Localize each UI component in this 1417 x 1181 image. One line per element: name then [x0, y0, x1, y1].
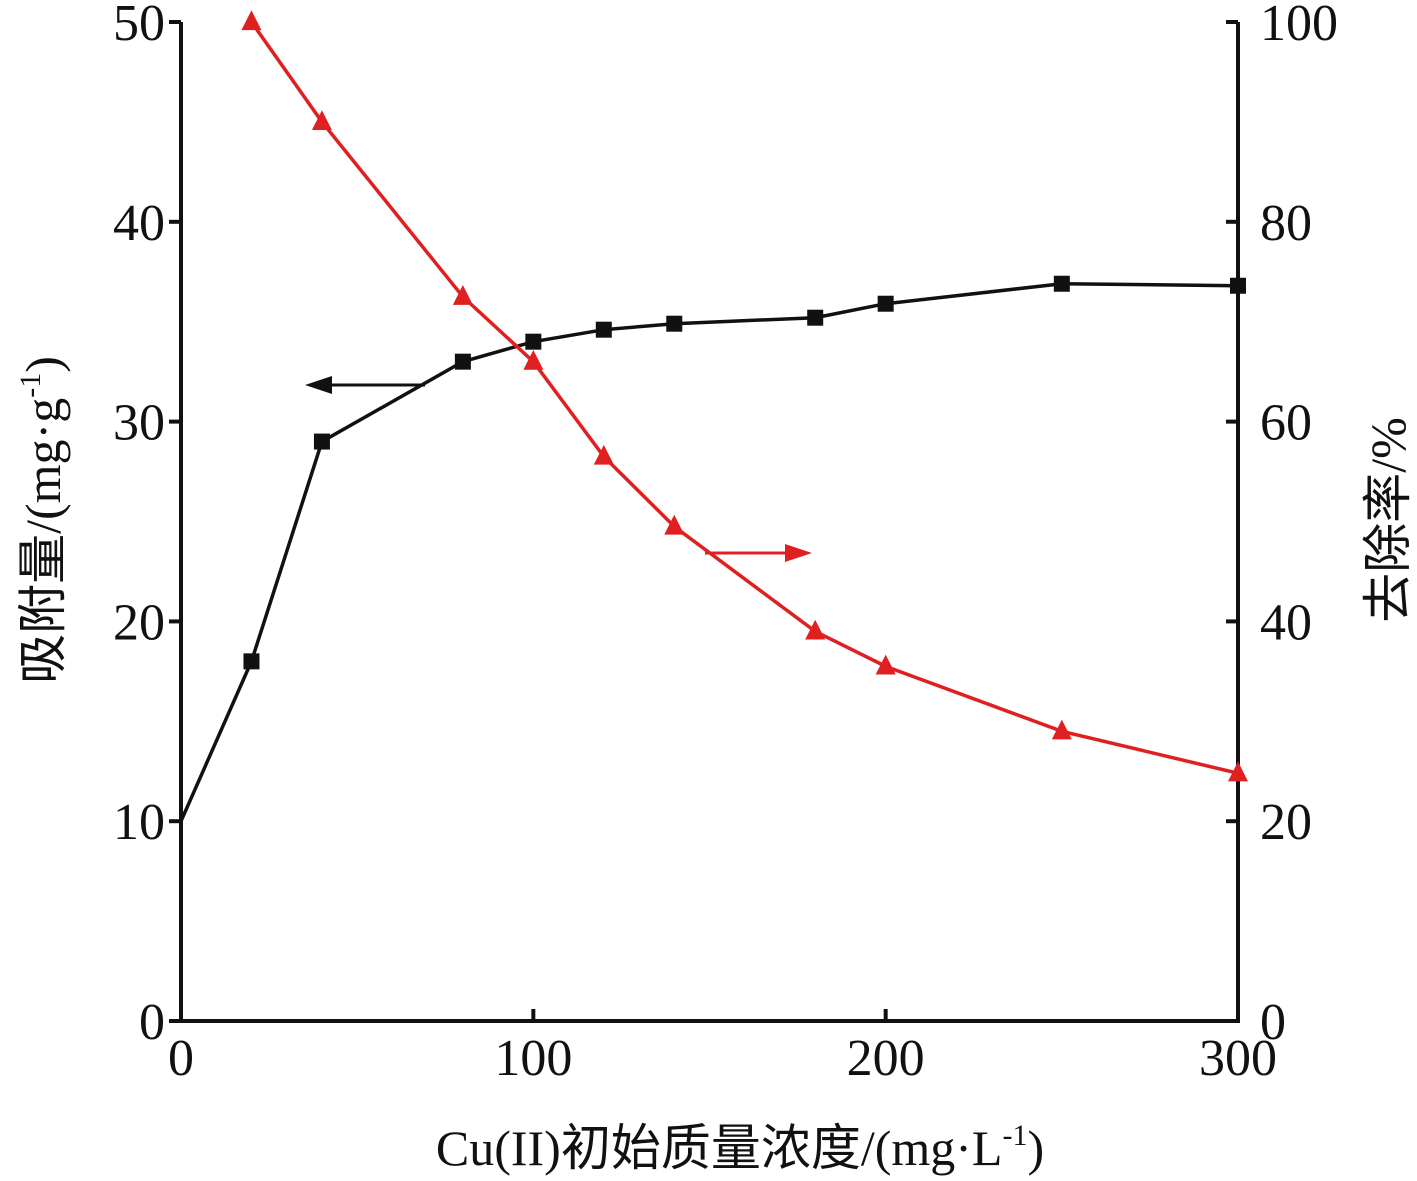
- data-point-triangle: [1051, 719, 1072, 740]
- axis-ticks: 0 10 20 30 40 50 0 20 40 60 80 100 0 100 200 300: [113, 0, 1338, 1087]
- data-point-square: [666, 315, 683, 332]
- y-left-tick-label: 20: [113, 594, 165, 651]
- data-point-triangle: [805, 619, 826, 640]
- y-right-tick-label: 0: [1260, 994, 1286, 1051]
- series-layer: [179, 10, 1248, 822]
- data-point-triangle: [311, 110, 332, 130]
- data-point-square: [1053, 275, 1070, 292]
- x-tick-label: 100: [494, 1030, 572, 1087]
- data-point-triangle: [523, 349, 544, 370]
- x-axis-title: Cu(II)初始质量浓度/(mg·L-1): [436, 1119, 1044, 1176]
- y-right-tick-label: 20: [1260, 794, 1312, 851]
- y-axis-right-title: 去除率/%: [1360, 417, 1416, 623]
- data-point-square: [877, 295, 894, 312]
- y-left-tick-label: 10: [113, 794, 165, 851]
- data-point-triangle: [664, 514, 685, 535]
- data-point-triangle: [593, 444, 614, 465]
- y-left-tick-label: 40: [113, 195, 165, 252]
- data-point-square: [243, 653, 260, 670]
- y-right-tick-label: 100: [1260, 0, 1338, 52]
- data-point-square: [313, 433, 330, 450]
- data-point-square: [525, 333, 542, 350]
- y-right-tick-label: 80: [1260, 195, 1312, 252]
- data-point-square: [1230, 277, 1246, 294]
- series-line-2: [250, 20, 1239, 775]
- x-tick-label: 300: [1199, 1030, 1277, 1087]
- data-point-square: [454, 353, 471, 370]
- y-axis-left-title: 吸附量/(mg·g-1): [14, 356, 71, 684]
- x-tick-label: 0: [168, 1030, 194, 1087]
- data-point-triangle: [875, 654, 896, 675]
- data-point-square: [595, 321, 612, 338]
- y-right-tick-label: 60: [1260, 395, 1312, 452]
- data-point-triangle: [452, 285, 473, 305]
- x-tick-label: 200: [847, 1030, 925, 1087]
- left-arrow-head: [305, 376, 332, 394]
- y-left-tick-label: 50: [113, 0, 165, 52]
- y-left-tick-label: 30: [113, 395, 165, 452]
- y-left-tick-label: 0: [139, 994, 165, 1051]
- plot-frame: [179, 22, 1240, 1023]
- annotation-layer: [305, 376, 812, 562]
- data-point-square: [807, 309, 824, 326]
- data-point-triangle: [241, 10, 262, 31]
- right-arrow-head: [785, 544, 812, 562]
- y-right-tick-label: 40: [1260, 594, 1312, 651]
- data-point-triangle: [1228, 761, 1248, 782]
